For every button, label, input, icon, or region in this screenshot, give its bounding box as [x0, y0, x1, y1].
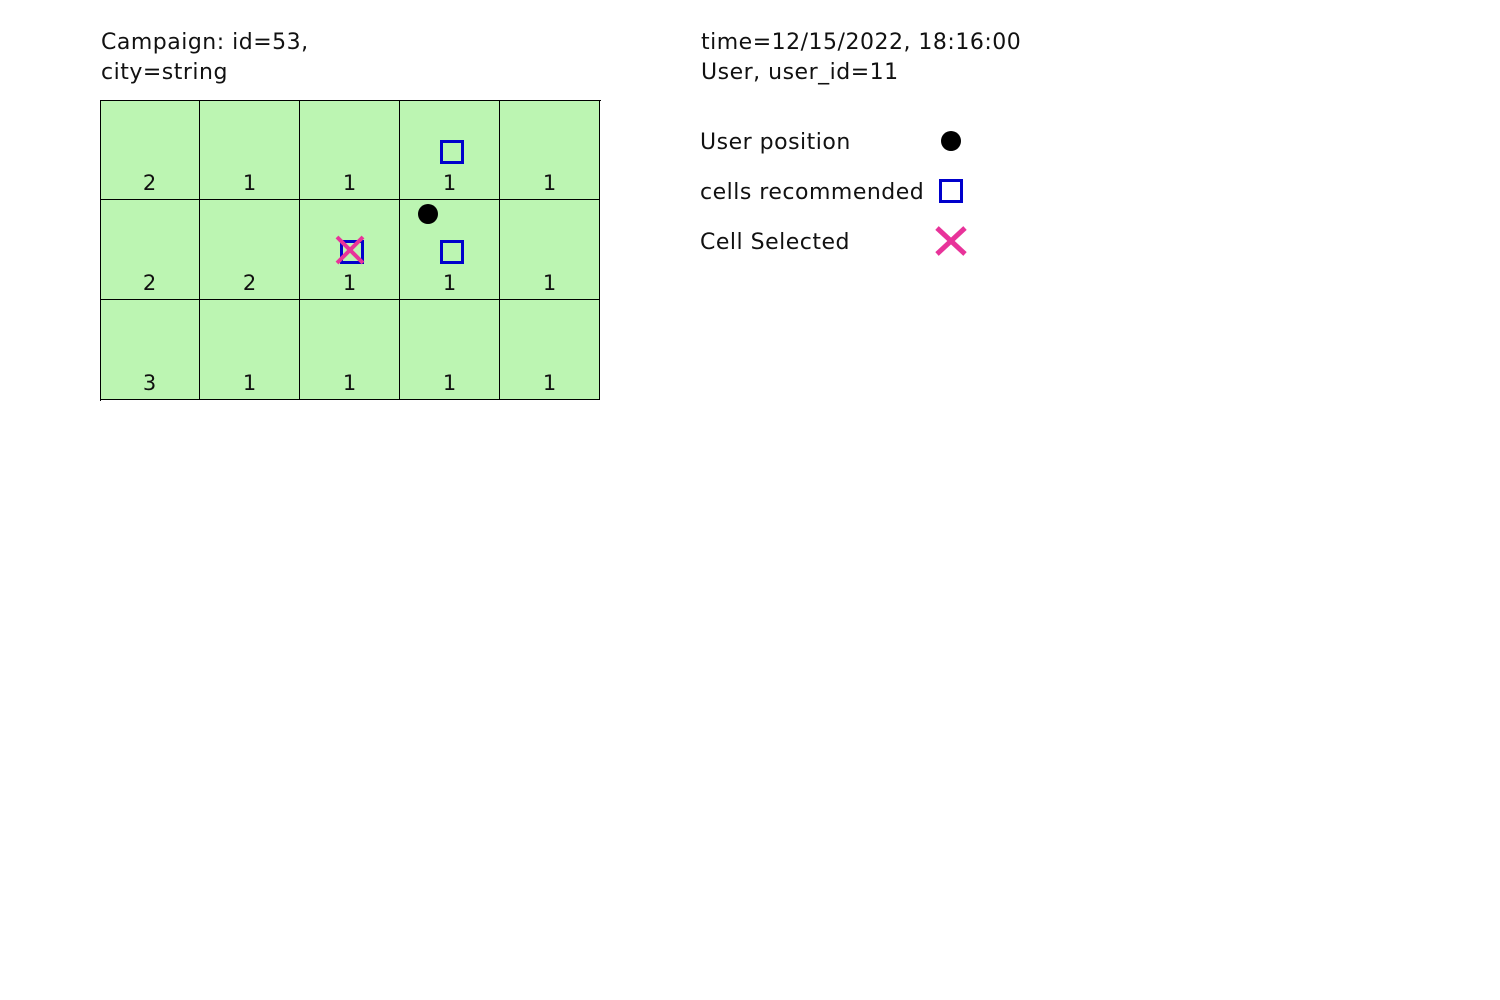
grid-cell-r2-c2: 1 [300, 300, 400, 400]
cell-count: 1 [442, 171, 457, 195]
cell-count: 1 [242, 371, 257, 395]
grid-cell-r0-c3: 1 [400, 100, 500, 200]
grid-cell-r1-c1: 2 [200, 200, 300, 300]
recommended-cell-marker [440, 140, 464, 164]
recommended-square-icon [939, 179, 963, 203]
selected-cross-icon [935, 226, 967, 256]
cell-count: 2 [142, 171, 157, 195]
cell-count: 2 [242, 271, 257, 295]
cell-count: 1 [542, 271, 557, 295]
user-position-marker [418, 204, 438, 224]
grid-cell-r2-c1: 1 [200, 300, 300, 400]
grid-cell-r0-c4: 1 [500, 100, 600, 200]
timestamp: time=12/15/2022, 18:16:00 [701, 30, 1022, 55]
campaign-city: city=string [101, 60, 228, 85]
selected-cell-marker [335, 235, 365, 265]
cell-count: 1 [442, 371, 457, 395]
recommended-cell-marker [440, 240, 464, 264]
grid-cell-r2-c0: 3 [100, 300, 200, 400]
cell-count: 1 [442, 271, 457, 295]
cell-count: 1 [242, 171, 257, 195]
legend-user-position-label: User position [700, 130, 851, 155]
cell-count: 1 [342, 271, 357, 295]
campaign-grid: 2 1 1 1 1 2 2 1 1 1 3 1 1 1 1 [100, 100, 601, 401]
grid-cell-r0-c0: 2 [100, 100, 200, 200]
legend-cells-recommended-label: cells recommended [700, 180, 925, 205]
cell-count: 1 [342, 171, 357, 195]
grid-cell-r2-c4: 1 [500, 300, 600, 400]
legend-cell-selected-label: Cell Selected [700, 230, 850, 255]
grid-cell-r1-c0: 2 [100, 200, 200, 300]
user-id: User, user_id=11 [701, 60, 899, 85]
grid-cell-r1-c3: 1 [400, 200, 500, 300]
grid-cell-r1-c4: 1 [500, 200, 600, 300]
user-position-icon [941, 131, 961, 151]
cell-count: 1 [342, 371, 357, 395]
cell-count: 1 [542, 371, 557, 395]
grid-cell-r2-c3: 1 [400, 300, 500, 400]
campaign-title: Campaign: id=53, [101, 30, 309, 55]
grid-cell-r0-c1: 1 [200, 100, 300, 200]
cell-count: 2 [142, 271, 157, 295]
cell-count: 1 [542, 171, 557, 195]
cell-count: 3 [142, 371, 157, 395]
grid-cell-r0-c2: 1 [300, 100, 400, 200]
recommended-cell-marker [340, 240, 364, 264]
